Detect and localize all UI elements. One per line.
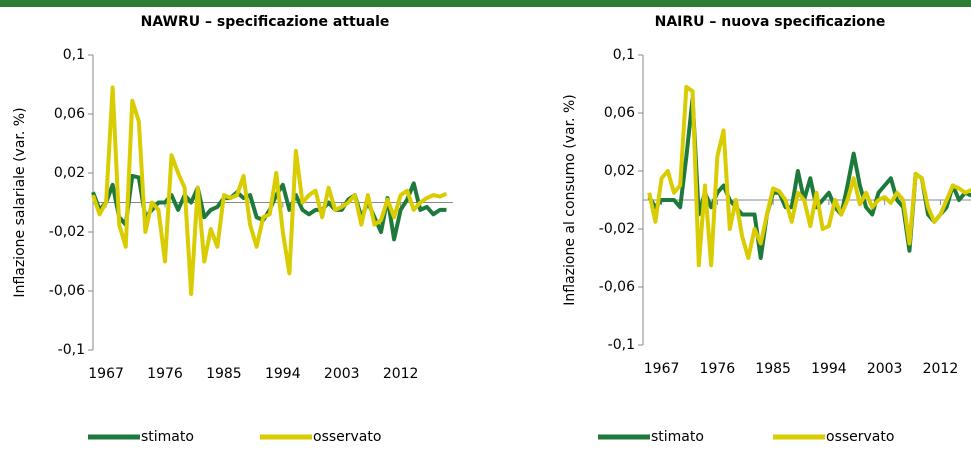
y-tick-label: 0,02 bbox=[604, 163, 635, 179]
x-tick-label: 1985 bbox=[206, 366, 242, 382]
x-tick-label: 1976 bbox=[700, 361, 736, 377]
y-tick-label: -0,02 bbox=[599, 221, 635, 237]
x-tick-label: 1967 bbox=[644, 361, 680, 377]
x-tick-label: 1994 bbox=[811, 361, 847, 377]
legend-label: stimato bbox=[141, 429, 194, 445]
x-tick-label: 2003 bbox=[324, 366, 360, 382]
y-tick-label: 0,06 bbox=[604, 105, 635, 121]
y-axis-label: Inflazione salariale (var. %) bbox=[12, 107, 28, 297]
x-tick-label: 1994 bbox=[265, 366, 301, 382]
y-tick-label: -0,02 bbox=[49, 224, 85, 240]
legend-label: osservato bbox=[826, 429, 894, 445]
y-tick-label: 0,06 bbox=[54, 106, 85, 122]
chart-title: NAIRU – nuova specificazione bbox=[655, 14, 886, 30]
y-tick-label: -0,1 bbox=[58, 342, 85, 358]
x-tick-label: 2012 bbox=[383, 366, 419, 382]
y-tick-label: 0,1 bbox=[613, 47, 635, 63]
chart-title: NAWRU – specificazione attuale bbox=[141, 14, 390, 30]
x-tick-label: 1985 bbox=[755, 361, 791, 377]
legend-label: stimato bbox=[651, 429, 704, 445]
y-tick-label: 0,1 bbox=[63, 47, 85, 63]
x-tick-label: 2012 bbox=[923, 361, 959, 377]
legend-label: osservato bbox=[313, 429, 381, 445]
x-tick-label: 1967 bbox=[88, 366, 124, 382]
x-tick-label: 1976 bbox=[147, 366, 183, 382]
y-tick-label: -0,06 bbox=[49, 283, 85, 299]
y-axis-label: Inflazione al consumo (var. %) bbox=[562, 94, 578, 305]
y-tick-label: -0,1 bbox=[608, 337, 635, 353]
y-tick-label: -0,06 bbox=[599, 279, 635, 295]
series-line bbox=[647, 84, 971, 268]
x-tick-label: 2003 bbox=[867, 361, 903, 377]
header-bar bbox=[0, 0, 971, 7]
series-line bbox=[91, 85, 448, 296]
y-tick-label: 0,02 bbox=[54, 165, 85, 181]
